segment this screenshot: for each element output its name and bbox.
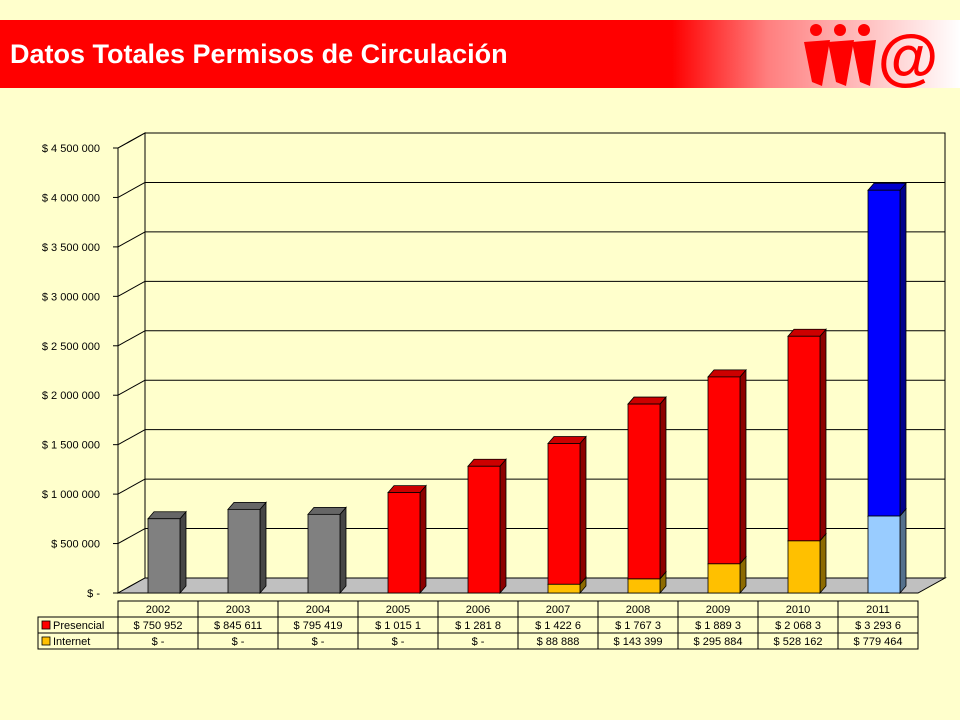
data-label: $ 845 611 <box>214 620 262 632</box>
bar-presencial-2008 <box>627 403 661 580</box>
bar-internet-2010-side <box>819 532 827 595</box>
gridline-side <box>117 379 146 396</box>
bar-presencial-2007-side <box>579 435 587 586</box>
data-label: $ 779 464 <box>854 636 903 648</box>
x-tick-label: 2002 <box>146 604 170 616</box>
bar-presencial-2011-top <box>867 182 907 191</box>
y-tick-label: $ 2 000 000 <box>42 390 100 402</box>
legend-label-presencial: Presencial <box>53 620 104 632</box>
bar-presencial-2004 <box>307 513 341 594</box>
logo-icon: @ <box>804 23 938 90</box>
bar-presencial-2004-side <box>339 506 347 595</box>
bar-presencial-2009-side <box>739 368 747 565</box>
bar-presencial-2002-side <box>179 510 187 595</box>
x-tick-label: 2006 <box>466 604 490 616</box>
legend-swatch-internet <box>41 636 51 646</box>
x-tick-label: 2008 <box>626 604 650 616</box>
data-label: $ - <box>152 636 165 648</box>
x-tick-label: 2007 <box>546 604 570 616</box>
bar-presencial-2006-top <box>467 458 507 467</box>
bar-internet-2009 <box>707 563 741 594</box>
data-label: $ 1 015 1 <box>375 620 421 632</box>
bar-presencial-2010-top <box>787 328 827 337</box>
data-label: $ 1 767 3 <box>615 620 661 632</box>
bar-presencial-2003 <box>227 508 261 594</box>
bar-internet-2010 <box>787 540 821 594</box>
data-label: $ 2 068 3 <box>775 620 821 632</box>
bar-presencial-2003-side <box>259 501 267 595</box>
x-tick-label: 2004 <box>306 604 330 616</box>
bar-internet-2011 <box>867 515 901 594</box>
bar-internet-2008 <box>627 578 661 594</box>
y-tick-label: $ 500 000 <box>51 539 100 551</box>
x-tick-label: 2003 <box>226 604 250 616</box>
data-label: $ - <box>472 636 485 648</box>
data-label: $ - <box>312 636 325 648</box>
data-label: $ 1 422 6 <box>535 620 581 632</box>
data-label: $ - <box>232 636 245 648</box>
bar-presencial-2005-side <box>419 484 427 595</box>
gridline-side <box>117 182 146 198</box>
x-tick-label: 2009 <box>706 604 730 616</box>
data-label: $ 3 293 6 <box>855 620 901 632</box>
bar-presencial-2002 <box>147 518 181 594</box>
x-tick-label: 2011 <box>866 604 890 616</box>
legend-label-internet: Internet <box>53 636 90 648</box>
bar-presencial-2011 <box>867 189 901 517</box>
page-title: Datos Totales Permisos de Circulación <box>10 39 508 69</box>
bar-presencial-2011-side <box>899 182 907 518</box>
legend-swatch-presencial <box>41 620 51 630</box>
y-tick-label: $ - <box>87 588 100 600</box>
bar-presencial-2008-top <box>627 396 667 405</box>
x-tick-label: 2005 <box>386 604 410 616</box>
y-tick-label: $ 3 000 000 <box>42 291 100 303</box>
chart-side-wall <box>117 132 146 594</box>
data-label: $ 528 162 <box>774 636 823 648</box>
y-tick-label: $ 1 000 000 <box>42 489 100 501</box>
data-label: $ 795 419 <box>294 620 343 632</box>
svg-text:@: @ <box>878 23 938 90</box>
bar-presencial-2009-top <box>707 369 747 378</box>
bar-presencial-2010 <box>787 335 821 542</box>
data-label: $ 1 281 8 <box>455 620 501 632</box>
bar-presencial-2005-top <box>387 485 427 494</box>
data-label: $ 88 888 <box>537 636 580 648</box>
x-tick-label: 2010 <box>786 604 810 616</box>
y-tick-label: $ 1 500 000 <box>42 440 100 452</box>
gridline-side <box>117 528 146 544</box>
bar-presencial-2010-side <box>819 328 827 542</box>
bar-presencial-2007-top <box>547 436 587 444</box>
gridline-side <box>117 330 146 347</box>
bar-presencial-2004-top <box>307 506 347 515</box>
bar-presencial-2009 <box>707 376 741 565</box>
bar-presencial-2002-top <box>147 511 187 520</box>
bar-presencial-2003-top <box>227 501 267 510</box>
title-banner: Datos Totales Permisos de Circulación <box>0 20 960 88</box>
bar-presencial-2007 <box>547 443 581 585</box>
y-tick-label: $ 4 000 000 <box>42 192 100 204</box>
bar-internet-2007 <box>547 583 581 594</box>
gridline-side <box>117 231 146 248</box>
bar-presencial-2005 <box>387 492 421 594</box>
gridline-side <box>117 132 146 149</box>
data-label: $ 143 399 <box>614 636 663 648</box>
data-label: $ 750 952 <box>134 620 183 632</box>
y-tick-label: $ 4 500 000 <box>42 143 100 155</box>
data-label: $ 295 884 <box>694 636 743 648</box>
gridline-side <box>117 478 146 495</box>
data-label: $ 1 889 3 <box>695 620 741 632</box>
data-label: $ - <box>392 636 405 648</box>
bar-presencial-2006 <box>467 465 501 594</box>
bar-internet-2011-side <box>899 507 907 595</box>
y-tick-label: $ 2 500 000 <box>42 341 100 353</box>
bar-presencial-2008-side <box>659 395 667 580</box>
y-tick-label: $ 3 500 000 <box>42 242 100 254</box>
gridline-side <box>117 280 146 297</box>
bar-presencial-2006-side <box>499 458 507 595</box>
gridline-side <box>117 429 146 446</box>
